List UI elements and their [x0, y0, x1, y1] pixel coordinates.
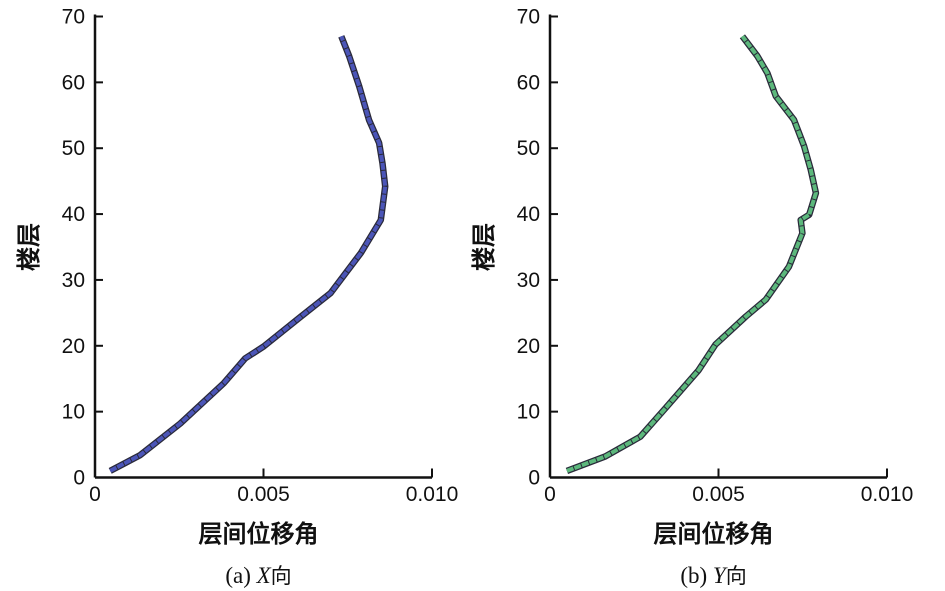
y-tick-label: 10: [62, 401, 85, 424]
x-tick-label: 0.005: [237, 483, 290, 506]
x-axis-label: 层间位移角: [654, 520, 774, 548]
series-line: [566, 35, 818, 473]
y-tick-label: 10: [517, 401, 540, 424]
x-tick-label: 0: [544, 483, 556, 506]
series-line-outline: [108, 35, 389, 474]
y-tick-label: 20: [62, 335, 85, 358]
y-tick-label: 40: [517, 203, 540, 226]
y-tick-label: 40: [62, 203, 85, 226]
panel-b: 0 10 20 30 40 50 60 70 0 0.005 0.010 层间位移角 楼层 (b) Y向: [470, 6, 913, 589]
panel-a: 0 10 20 30 40 50 60 70 0 0.005 0.010 层间位移角 楼层 (a) X向: [15, 6, 458, 589]
x-tick-label: 0: [89, 483, 101, 506]
panel-caption: (a) X向: [225, 563, 291, 588]
y-tick-label: 70: [517, 6, 540, 29]
y-tick-label: 0: [73, 467, 85, 490]
y-axis-label: 楼层: [15, 223, 43, 271]
panel-caption: (b) Y向: [680, 563, 746, 588]
y-tick-label: 60: [517, 71, 540, 94]
y-tick-label: 60: [62, 71, 85, 94]
y-tick-label: 70: [62, 6, 85, 29]
y-tick-label: 50: [517, 137, 540, 160]
y-tick-label: 50: [62, 137, 85, 160]
y-tick-label: 0: [528, 467, 540, 490]
x-tick-label: 0.010: [406, 483, 459, 506]
series-line: [109, 35, 388, 473]
x-axis-label: 层间位移角: [199, 520, 319, 548]
y-axis-label: 楼层: [470, 223, 498, 271]
x-tick-label: 0.005: [692, 483, 745, 506]
y-tick-label: 30: [62, 269, 85, 292]
y-tick-label: 20: [517, 335, 540, 358]
y-tick-label: 30: [517, 269, 540, 292]
x-tick-label: 0.010: [861, 483, 914, 506]
